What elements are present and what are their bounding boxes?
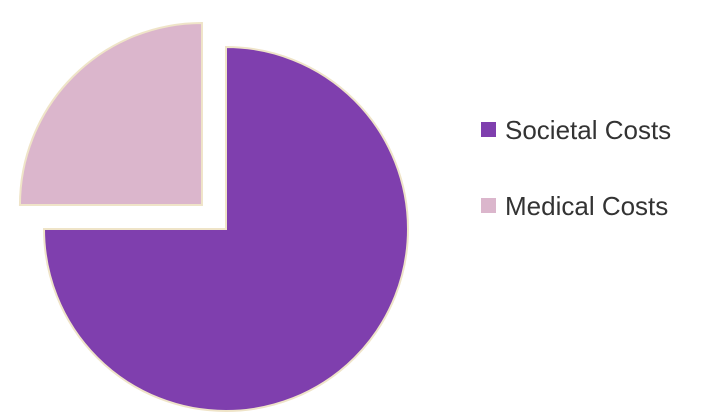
pie-slice-medical-costs (18, 21, 203, 206)
legend-label-medical-costs: Medical Costs (505, 191, 668, 221)
legend-item-medical-costs: Medical Costs (481, 191, 668, 221)
legend-swatch-societal-costs (481, 122, 496, 137)
pie-slices (18, 21, 409, 412)
pie-slice-societal-costs (42, 45, 409, 412)
legend: Societal Costs Medical Costs (481, 115, 671, 221)
legend-item-societal-costs: Societal Costs (481, 115, 671, 145)
legend-swatch-medical-costs (481, 198, 496, 213)
legend-label-societal-costs: Societal Costs (505, 115, 671, 145)
